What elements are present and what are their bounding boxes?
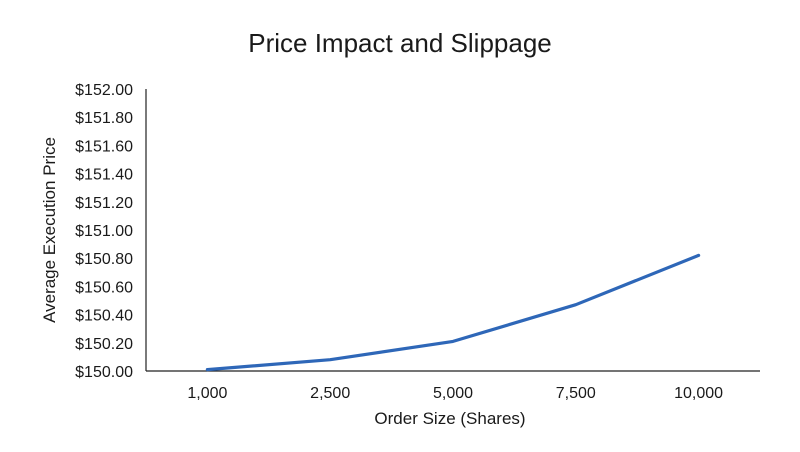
y-tick-label: $150.00	[75, 364, 133, 381]
x-axis: 1,000 2,500 5,000 7,500 10,000	[146, 370, 760, 402]
series-line	[205, 253, 701, 372]
y-axis: $150.00 $150.20 $150.40 $150.60 $150.80 $151.…	[75, 82, 147, 381]
y-tick-label: $151.00	[75, 223, 133, 240]
y-tick-label: $151.60	[75, 138, 133, 155]
y-tick-label: $150.20	[75, 336, 133, 353]
x-tick-label: 2,500	[310, 385, 350, 402]
y-tick-label: $150.60	[75, 279, 133, 296]
plot-area	[205, 253, 701, 372]
x-tick-label: 1,000	[187, 385, 227, 402]
y-tick-label: $151.40	[75, 167, 133, 184]
y-tick-label: $150.80	[75, 251, 133, 268]
y-tick-label: $151.80	[75, 110, 133, 127]
x-tick-label: 10,000	[674, 385, 723, 402]
y-axis-title: Average Execution Price	[40, 137, 59, 323]
y-tick-label: $151.20	[75, 195, 133, 212]
x-tick-label: 5,000	[433, 385, 473, 402]
y-tick-label: $150.40	[75, 308, 133, 325]
y-tick-label: $152.00	[75, 82, 133, 99]
chart-title: Price Impact and Slippage	[248, 28, 552, 58]
x-axis-title: Order Size (Shares)	[374, 409, 525, 428]
x-tick-label: 7,500	[556, 385, 596, 402]
